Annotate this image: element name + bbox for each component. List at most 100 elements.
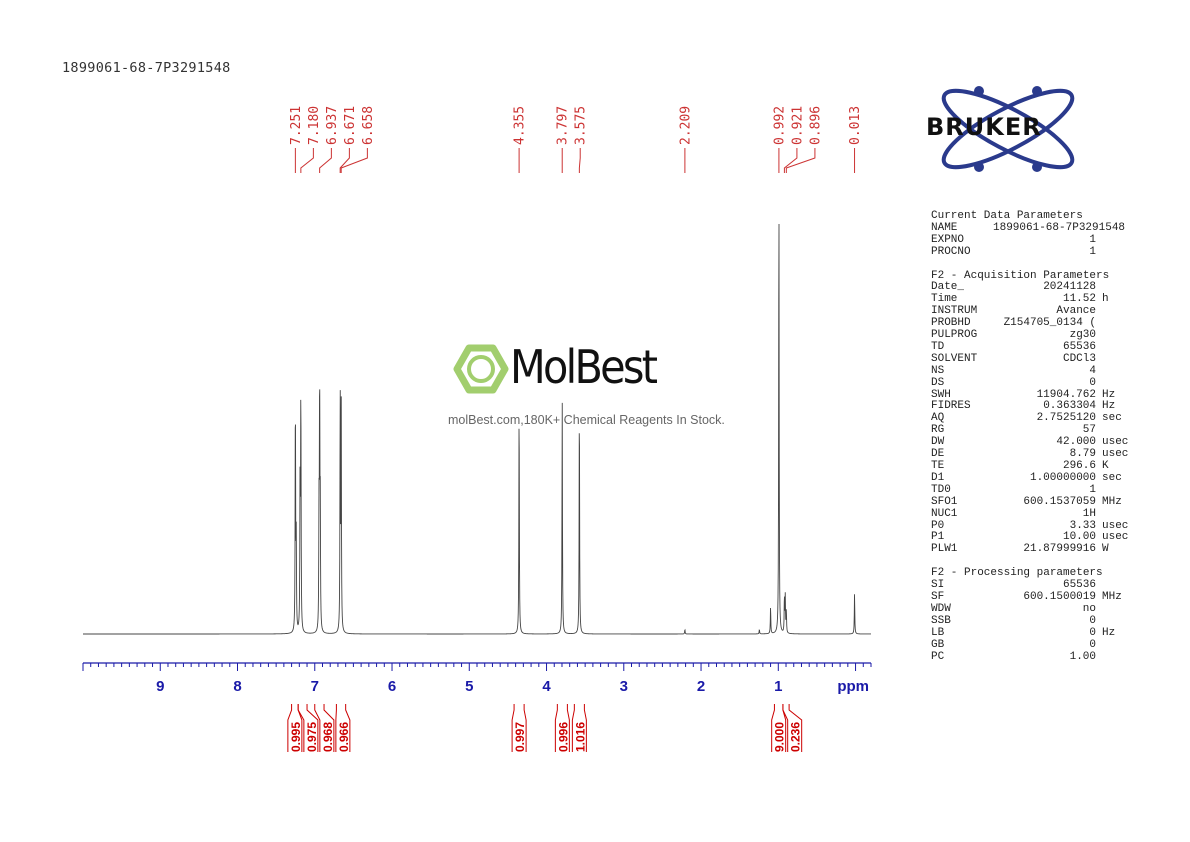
param-row: WDW no	[931, 602, 1128, 616]
integral-bracket	[314, 704, 321, 752]
param-value: 1	[1089, 233, 1096, 246]
param-row: NAME 1899061-68-7P3291548	[931, 221, 1128, 235]
param-row: P0 3.33 usec	[931, 519, 1129, 533]
x-tick-label: 8	[233, 678, 241, 695]
param-key: EXPNO	[931, 233, 965, 246]
param-unit: usec	[1102, 519, 1129, 532]
x-tick-label: 4	[542, 678, 551, 695]
param-unit	[1096, 652, 1102, 664]
peak-label-leader	[785, 148, 816, 173]
param-row: D1 1.00000000 sec	[931, 471, 1128, 485]
current-params-group: Current Data Parameters NAME 1899061-68-7…	[931, 210, 1128, 259]
param-value: Avance	[1056, 305, 1096, 318]
param-unit	[1096, 306, 1102, 318]
param-value: 1.00000000	[1029, 471, 1096, 484]
param-key: NS	[931, 364, 945, 377]
peak-label: 6.937	[325, 106, 340, 145]
param-row: P1 10.00 usec	[931, 532, 1128, 544]
param-value: 8.79	[1069, 448, 1096, 461]
param-value: 0	[1089, 614, 1096, 627]
param-key: NUC1	[931, 507, 958, 520]
integral-value: 9.000	[773, 722, 787, 752]
bruker-logo-icon	[941, 86, 1075, 172]
integral-value: 0.968	[321, 722, 335, 752]
param-row: TE 296.6 K	[931, 460, 1128, 473]
param-unit: Hz	[1102, 388, 1116, 401]
param-unit	[1096, 223, 1102, 235]
param-value: 65536	[1062, 340, 1096, 353]
param-value: 600.1537059	[1023, 495, 1096, 508]
param-value: zg30	[1069, 329, 1096, 342]
param-value: 42.000	[1056, 436, 1096, 449]
param-value: 1H	[1082, 507, 1096, 520]
peak-label-leader	[578, 148, 581, 173]
param-key: SWH	[931, 388, 951, 401]
param-unit	[1096, 616, 1102, 628]
peak-label-leader	[300, 148, 314, 173]
param-row: PC 1.00	[931, 651, 1128, 664]
param-key: LB	[931, 626, 945, 639]
param-key: Time	[931, 293, 958, 306]
param-unit	[1096, 485, 1102, 497]
param-unit: usec	[1102, 448, 1129, 461]
integral-bracket	[511, 704, 515, 752]
peak-label: 7.251	[289, 106, 304, 145]
param-key: PLW1	[931, 543, 958, 556]
x-tick-label: 1	[774, 678, 782, 695]
param-value: 21.87999916	[1023, 543, 1096, 556]
param-key: SSB	[931, 614, 951, 627]
param-value: 4	[1089, 364, 1096, 377]
param-key: NAME	[931, 221, 958, 234]
param-unit	[1096, 354, 1102, 366]
peak-label: 0.013	[848, 106, 863, 145]
param-row: SI 65536	[931, 579, 1128, 592]
param-row: NS 4	[931, 364, 1128, 378]
peak-label-leader	[340, 148, 368, 173]
param-key: SOLVENT	[931, 352, 978, 365]
param-key: TE	[931, 460, 945, 473]
param-unit: MHz	[1102, 590, 1122, 603]
param-unit: Hz	[1102, 400, 1116, 413]
param-value: no	[1082, 602, 1096, 615]
param-row: DW 42.000 usec	[931, 436, 1128, 449]
param-value: 11.52	[1062, 293, 1096, 306]
param-key: GB	[931, 638, 945, 651]
param-value: Z154705_0134 (	[1003, 317, 1096, 330]
param-value: 0	[1089, 376, 1096, 389]
param-row: Time 11.52 h	[931, 293, 1128, 306]
param-unit	[1096, 235, 1102, 247]
param-row: SOLVENT CDCl3	[931, 352, 1128, 366]
peak-label-leader	[339, 148, 350, 173]
peak-label: 2.209	[678, 106, 693, 145]
param-value: 57	[1082, 424, 1096, 437]
param-key: AQ	[931, 412, 945, 425]
param-unit: usec	[1102, 531, 1129, 544]
param-row: DE 8.79 usec	[931, 448, 1129, 461]
peak-label-leader	[319, 148, 332, 173]
param-value: 1	[1089, 245, 1096, 258]
integral-value: 0.236	[789, 722, 803, 752]
param-key: PULPROG	[931, 329, 978, 342]
param-row: RG 57	[931, 424, 1128, 437]
param-key: DW	[931, 436, 945, 449]
x-tick-label: 5	[465, 678, 473, 695]
integral-bracket	[306, 704, 319, 752]
param-value: 20241128	[1043, 281, 1096, 294]
params-heading: F2 - Acquisition Parameters	[931, 269, 1110, 282]
x-tick-label: 6	[388, 678, 396, 695]
param-key: TD0	[931, 483, 951, 496]
integral-bracket	[782, 704, 789, 752]
param-unit	[1096, 318, 1102, 330]
acq-params-group: F2 - Acquisition Parameters Date_ 2024112…	[931, 269, 1129, 557]
param-unit: sec	[1102, 471, 1122, 484]
param-key: DE	[931, 448, 945, 461]
integral-bracket	[345, 704, 351, 752]
peak-label: 6.658	[361, 106, 376, 145]
integral-value: 0.996	[556, 722, 570, 752]
x-tick-label: 9	[156, 678, 164, 695]
param-value: 1	[1089, 483, 1096, 496]
peak-label: 3.797	[556, 106, 571, 145]
integral-bracket	[287, 704, 293, 752]
proc-params-group: F2 - Processing parameters SI 65536 SF 600.…	[931, 567, 1128, 664]
integral-value: 0.975	[305, 722, 319, 752]
